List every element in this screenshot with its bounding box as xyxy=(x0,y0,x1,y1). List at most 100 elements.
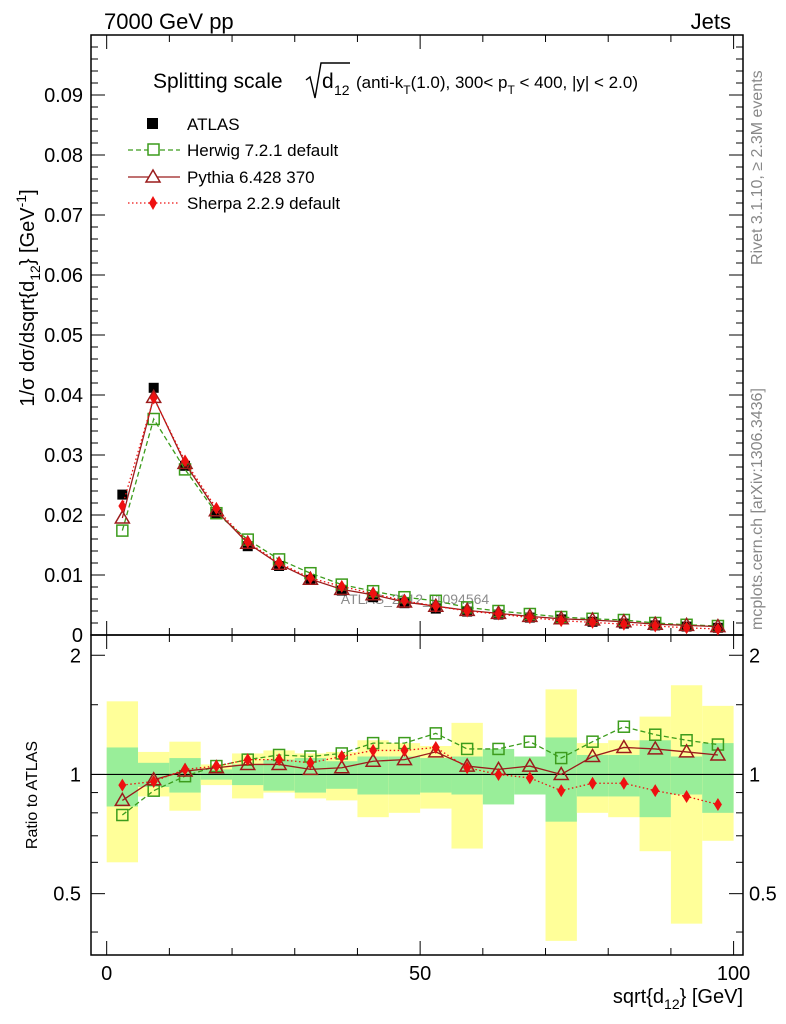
main-ytick-label: 0.03 xyxy=(44,445,83,467)
main-ytick-label: 0.01 xyxy=(44,565,83,587)
xtick-label: 0 xyxy=(101,963,112,985)
ratio-ytick-label: 1 xyxy=(70,764,81,786)
main-point-sherpa xyxy=(243,535,252,549)
main-ytick-label: 0.05 xyxy=(44,325,83,347)
ratio-point-pythia xyxy=(584,748,601,763)
ratio-band-inner xyxy=(420,758,452,793)
ratio-point-sherpa xyxy=(431,740,440,754)
rivet-version-label: Rivet 3.1.10, ≥ 2.3M events xyxy=(749,70,766,265)
main-series-layer xyxy=(114,382,727,636)
main-point-pythia xyxy=(114,509,131,524)
ratio-point-sherpa xyxy=(243,753,252,767)
ratio-point-herwig xyxy=(460,742,474,756)
ratio-uncertainty-bands xyxy=(106,685,734,941)
ratio-point-pythia xyxy=(646,740,664,755)
ratio-point-pythia xyxy=(114,791,131,807)
main-ytick-label: 0.04 xyxy=(44,385,83,407)
main-point-pythia xyxy=(333,580,351,596)
ratio-point-pythia xyxy=(427,743,445,758)
main-point-sherpa xyxy=(306,571,315,585)
main-point-sherpa xyxy=(494,607,503,621)
ratio-point-pythia xyxy=(364,752,382,767)
main-ytick-label: 0.08 xyxy=(44,145,83,167)
ratio-band-inner xyxy=(357,756,389,795)
ratio-point-sherpa xyxy=(337,750,346,764)
main-point-sherpa xyxy=(400,594,409,608)
main-point-pythia xyxy=(176,454,194,470)
ratio-point-sherpa xyxy=(463,761,472,775)
ratio-band-inner xyxy=(106,747,139,807)
header-energy-label: 7000 GeV pp xyxy=(104,9,234,34)
ratio-point-sherpa xyxy=(400,743,409,757)
title-suffix-b: (1.0), 300< p xyxy=(411,73,508,92)
ratio-point-pythia xyxy=(521,757,539,772)
ratio-point-sherpa xyxy=(212,759,221,773)
main-point-sherpa xyxy=(118,499,127,513)
ratio-series-layer xyxy=(114,720,727,822)
ratio-point-sherpa xyxy=(557,784,566,798)
xlabel: sqrt{d12} [GeV] xyxy=(613,986,743,1012)
ratio-ytick-label-right: 1 xyxy=(749,764,760,786)
ratio-point-herwig xyxy=(523,735,537,748)
ratio-point-herwig xyxy=(586,735,599,748)
title-suffix-sub1: T xyxy=(403,83,411,97)
legend: ATLAS Herwig 7.2.1 default Pythia 6.428 … xyxy=(128,115,340,213)
title-suffix-c: < 400, |y| < 2.0) xyxy=(515,73,638,92)
legend-marker-sherpa xyxy=(149,196,157,210)
ratio-panel-frame xyxy=(90,634,744,956)
ratio-point-sherpa xyxy=(181,762,190,776)
ratio-point-herwig xyxy=(554,751,568,765)
main-ylabel: 1/σ dσ/dsqrt{d12} [GeV-1] xyxy=(13,189,43,406)
ratio-point-herwig xyxy=(429,727,443,740)
title-suffix-a: (anti-k xyxy=(356,73,404,92)
title-sqrt-sub: 12 xyxy=(334,82,350,98)
ratio-point-herwig xyxy=(711,738,725,751)
main-point-sherpa xyxy=(713,622,722,636)
ratio-point-pythia xyxy=(333,759,351,774)
main-ytick-label: 0 xyxy=(72,625,83,647)
ratio-point-herwig xyxy=(116,808,129,822)
ratio-point-sherpa xyxy=(118,778,127,792)
main-point-sherpa xyxy=(181,454,190,468)
main-point-sherpa xyxy=(651,619,660,633)
ratio-point-sherpa xyxy=(306,756,315,770)
ratio-band-inner xyxy=(639,740,671,818)
ratio-point-pythia xyxy=(552,765,570,781)
main-point-sherpa xyxy=(588,615,597,629)
plot-title-prefix: Splitting scale xyxy=(153,70,283,93)
main-point-sherpa xyxy=(149,391,158,405)
xlabel-a: sqrt{d xyxy=(613,986,664,1008)
main-point-sherpa xyxy=(619,617,628,631)
main-point-atlas xyxy=(148,382,159,393)
main-ylabel-c: ] xyxy=(17,189,39,195)
ratio-point-sherpa xyxy=(619,776,628,790)
xlabel-b: } [GeV] xyxy=(680,986,743,1008)
ratio-point-pythia xyxy=(239,755,257,771)
axis-ticks: 0 0.01 0.02 0.03 0.04 0.05 0.06 0.07 0.08 0.09 0.5… xyxy=(44,34,777,985)
main-point-sherpa xyxy=(682,621,691,635)
ratio-ytick-label-right: 2 xyxy=(749,645,760,667)
xtick-label: 50 xyxy=(409,963,431,985)
header-category-label: Jets xyxy=(691,9,731,34)
ratio-band-inner xyxy=(608,754,640,797)
legend-label-pythia: Pythia 6.428 370 xyxy=(187,168,315,187)
ratio-point-pythia xyxy=(302,760,319,776)
ratio-point-sherpa xyxy=(588,776,597,790)
mcplots-reference-label: mcplots.cern.ch [arXiv:1306.3436] xyxy=(749,388,766,630)
main-ylabel-sub: 12 xyxy=(27,265,43,281)
main-ytick-label: 0.06 xyxy=(44,265,83,287)
ratio-point-pythia xyxy=(615,738,633,754)
title-sqrt-var: d xyxy=(322,70,334,93)
title-suffix-sub2: T xyxy=(507,83,515,97)
main-ylabel-b: } [GeV xyxy=(17,207,39,265)
legend-label-herwig: Herwig 7.2.1 default xyxy=(187,141,338,160)
main-point-herwig xyxy=(116,524,129,537)
main-point-sherpa xyxy=(369,587,378,601)
ratio-band-inner xyxy=(388,756,421,795)
main-ytick-label: 0.07 xyxy=(44,205,83,227)
plot-title: Splitting scale xyxy=(153,70,283,93)
legend-marker-pythia xyxy=(144,168,162,183)
main-point-sherpa xyxy=(337,579,346,593)
main-point-sherpa xyxy=(463,604,472,618)
